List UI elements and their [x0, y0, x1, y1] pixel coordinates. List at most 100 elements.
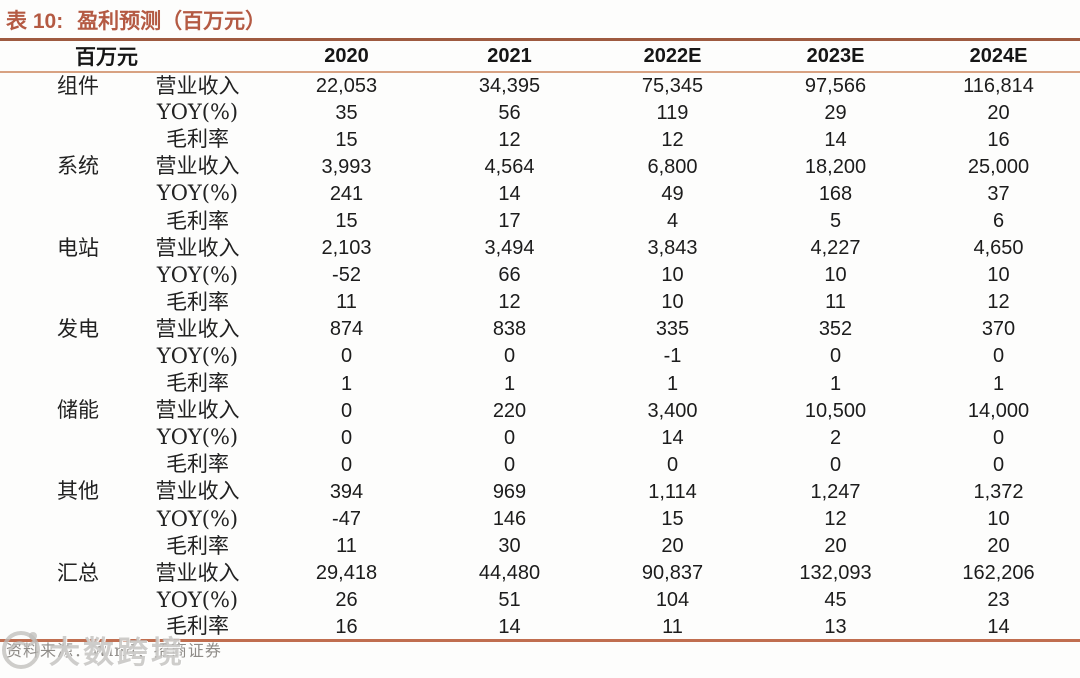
value-cell-2023E: 10 [824, 264, 847, 287]
page-title: 盈利预测（百万元） [77, 8, 267, 33]
value-cell-2022E: 10 [661, 264, 684, 287]
group-label: 发电 [57, 316, 99, 341]
value-cell-2021: 56 [498, 101, 521, 124]
group-label: 汇总 [57, 560, 99, 585]
value-cell-2020: 0 [340, 426, 353, 449]
value-cell-2023E: 12 [824, 508, 847, 531]
metric-label: YOY(%) [156, 181, 239, 206]
value-cell-2021: 3,494 [484, 237, 535, 260]
value-cell-2022E: 119 [656, 101, 689, 124]
value-cell-2022E: 0 [666, 453, 679, 476]
value-cell-2020: -52 [332, 264, 361, 287]
group-label [0, 424, 130, 451]
metric-label: 营业收入 [155, 73, 240, 98]
value-cell-2024E: 20 [987, 535, 1010, 558]
value-cell-2023E: 10,500 [804, 399, 867, 422]
metric-label: 营业收入 [155, 479, 240, 504]
table-row: 汇总 营业收入 29,418 44,480 90,837 132,093 162,206 [0, 560, 1080, 587]
group-label [0, 451, 130, 478]
metric-label: 毛利率 [130, 613, 265, 643]
value-cell-2022E: 11 [591, 613, 754, 643]
value-cell-2022E: 1,114 [648, 480, 697, 503]
value-cell-2020: 22,053 [315, 75, 378, 98]
table-row: 毛利率 0 0 0 0 0 [0, 451, 1080, 478]
table-row: YOY(%) 241 14 49 168 37 [0, 180, 1080, 207]
group-label [0, 587, 130, 614]
value-cell-2022E: 14 [661, 426, 684, 449]
header-row: 百万元 2020 2021 2022E 2023E 2024E [0, 41, 1080, 73]
group-label [0, 126, 130, 153]
value-cell-2021: 969 [492, 480, 527, 503]
value-cell-2023E: 1,247 [810, 480, 861, 503]
value-cell-2020: 0 [340, 399, 353, 422]
value-cell-2023E: 18,200 [804, 155, 867, 178]
value-cell-2024E: 37 [987, 182, 1010, 205]
metric-label: 营业收入 [155, 235, 240, 260]
table-row: 毛利率 11 12 10 11 12 [0, 289, 1080, 316]
value-cell-2024E: 116,814 [963, 75, 1034, 98]
table-row: 毛利率 1 1 1 1 1 [0, 370, 1080, 397]
value-cell-2022E: 10 [661, 291, 684, 314]
value-cell-2022E: -1 [663, 345, 682, 368]
value-cell-2022E: 20 [661, 535, 684, 558]
metric-label: 营业收入 [155, 316, 240, 341]
profit-forecast-table: 百万元 2020 2021 2022E 2023E 2024E 组件 营业收入 22… [0, 41, 1080, 643]
value-cell-2020: 3,993 [321, 155, 372, 178]
value-cell-2020: 11 [336, 291, 357, 314]
value-cell-2021: 12 [498, 291, 521, 314]
value-cell-2024E: 10 [987, 508, 1010, 531]
value-cell-2022E: 12 [661, 128, 684, 151]
value-cell-2021: 0 [503, 426, 516, 449]
table-row: 发电 营业收入 874 838 335 352 370 [0, 316, 1080, 343]
value-cell-2024E: 1,372 [973, 480, 1024, 503]
value-cell-2024E: 14,000 [967, 399, 1030, 422]
metric-label: YOY(%) [156, 587, 239, 612]
value-cell-2022E: 15 [661, 508, 684, 531]
value-cell-2020: 16 [265, 613, 428, 643]
table-row: YOY(%) 0 0 -1 0 0 [0, 343, 1080, 370]
value-cell-2022E: 75,345 [641, 75, 704, 98]
value-cell-2023E: 168 [818, 182, 853, 205]
group-label [0, 207, 130, 234]
table-row: 其他 营业收入 394 969 1,114 1,247 1,372 [0, 478, 1080, 505]
value-cell-2021: 34,395 [478, 75, 541, 98]
table-row: 储能 营业收入 0 220 3,400 10,500 14,000 [0, 397, 1080, 424]
value-cell-2020: 26 [335, 589, 358, 612]
value-cell-2023E: 11 [825, 291, 846, 314]
value-cell-2022E: 90,837 [641, 562, 704, 585]
table-row: 电站 营业收入 2,103 3,494 3,843 4,227 4,650 [0, 235, 1080, 262]
value-cell-2021: 220 [492, 399, 527, 422]
value-cell-2021: 44,480 [478, 562, 541, 585]
value-cell-2020: 35 [335, 101, 358, 124]
value-cell-2020: 15 [335, 210, 358, 233]
value-cell-2024E: 12 [987, 291, 1010, 314]
value-cell-2020: 1 [340, 372, 353, 395]
value-cell-2024E: 1 [992, 372, 1005, 395]
table-row: 组件 营业收入 22,053 34,395 75,345 97,566 116,814 [0, 72, 1080, 99]
value-cell-2023E: 0 [829, 453, 842, 476]
year-header-2023e: 2023E [754, 41, 917, 73]
value-cell-2022E: 49 [661, 182, 684, 205]
value-cell-2020: 15 [335, 128, 358, 151]
value-cell-2020: 0 [340, 345, 353, 368]
value-cell-2020: 394 [329, 480, 364, 503]
year-header-2022e: 2022E [591, 41, 754, 73]
metric-label: YOY(%) [156, 425, 239, 450]
value-cell-2023E: 14 [824, 128, 847, 151]
metric-label: 毛利率 [166, 127, 229, 152]
value-cell-2021: 0 [503, 453, 516, 476]
metric-label: 毛利率 [166, 533, 229, 558]
value-cell-2023E: 0 [829, 345, 842, 368]
value-cell-2022E: 3,843 [647, 237, 698, 260]
value-cell-2021: 146 [492, 508, 527, 531]
metric-label: YOY(%) [156, 506, 239, 531]
value-cell-2022E: 104 [655, 589, 690, 612]
group-label [0, 506, 130, 533]
value-cell-2023E: 97,566 [804, 75, 867, 98]
value-cell-2023E: 29 [824, 101, 847, 124]
table-row: 毛利率 11 30 20 20 20 [0, 533, 1080, 560]
value-cell-2024E: 20 [987, 101, 1010, 124]
value-cell-2024E: 0 [992, 453, 1005, 476]
value-cell-2021: 30 [498, 535, 521, 558]
